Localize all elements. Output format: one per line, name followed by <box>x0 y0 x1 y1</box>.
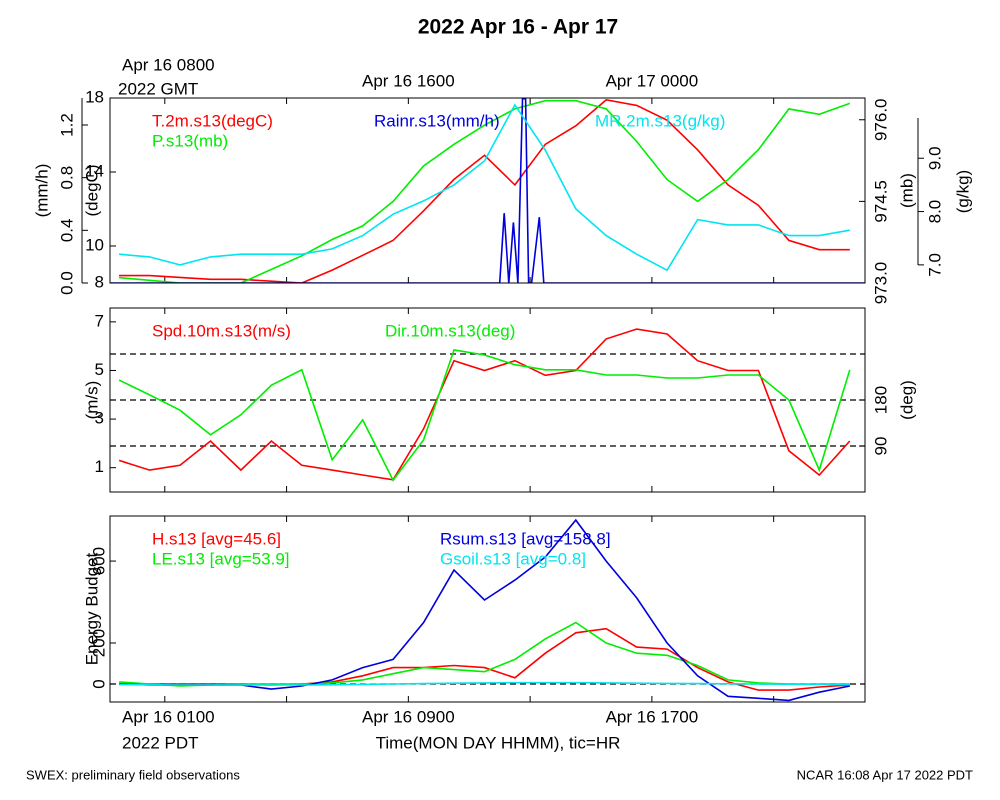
y-tick-label: 14 <box>85 161 104 180</box>
plot-frame <box>109 97 866 284</box>
series-line <box>119 103 850 272</box>
y-tick-label: 200 <box>89 629 108 657</box>
axis-title: (mm/h) <box>32 164 51 218</box>
top-tick-label: Apr 16 0800 <box>122 55 215 74</box>
legend-label: P.s13(mb) <box>152 131 228 150</box>
pdt-note: 2022 PDT <box>122 733 199 752</box>
series-line <box>119 99 850 283</box>
y-tick-label: 9.0 <box>925 146 944 170</box>
y-tick-label: 1 <box>95 457 104 476</box>
legend-label: Rainr.s13(mm/h) <box>374 111 500 130</box>
footer-right: NCAR 16:08 Apr 17 2022 PDT <box>797 767 973 782</box>
chart-title: 2022 Apr 16 - Apr 17 <box>418 16 618 39</box>
series-line <box>119 681 850 686</box>
plot-frame <box>109 307 866 493</box>
y-tick-label: 0.8 <box>57 166 76 190</box>
top-tick-label: Apr 17 0000 <box>606 71 699 90</box>
legend-label: Spd.10m.s13(m/s) <box>152 321 291 340</box>
y-tick-label: 5 <box>95 360 104 379</box>
y-tick-label: 1.2 <box>57 113 76 137</box>
y-tick-label: 7 <box>95 311 104 330</box>
legend-label: H.s13 [avg=45.6] <box>152 529 281 548</box>
y-tick-label: 600 <box>89 547 108 575</box>
y-tick-label: 0.4 <box>57 219 76 243</box>
x-tick-label: Apr 16 0100 <box>122 707 215 726</box>
y-tick-label: 974.5 <box>871 180 890 223</box>
axis-title: (mb) <box>897 173 916 208</box>
series-line <box>118 348 851 482</box>
axis-title: (deg) <box>897 380 916 420</box>
legend-label: MR.2m.s13(g/kg) <box>595 111 725 130</box>
series-line <box>119 621 850 687</box>
legend-label: Gsoil.s13 [avg=0.8] <box>440 549 586 568</box>
plot-frame <box>109 515 866 703</box>
y-tick-label: 8.0 <box>925 200 944 224</box>
axis-title: (g/kg) <box>953 170 972 213</box>
x-axis-title: Time(MON DAY HHMM), tic=HR <box>376 733 621 752</box>
y-tick-label: 0.0 <box>57 271 76 295</box>
y-tick-label: 0 <box>89 679 108 688</box>
y-tick-label: 3 <box>95 409 104 428</box>
y-tick-label: 10 <box>85 235 104 254</box>
legend-label: Rsum.s13 [avg=158.8] <box>440 529 611 548</box>
y-tick-label: 90 <box>871 437 890 456</box>
series-line <box>119 99 851 283</box>
x-tick-label: Apr 16 0900 <box>362 707 455 726</box>
x-tick-label: Apr 16 1700 <box>606 707 699 726</box>
y-tick-label: 8 <box>95 272 104 291</box>
y-tick-label: 976.0 <box>871 98 890 141</box>
legend-label: Dir.10m.s13(deg) <box>385 321 515 340</box>
axis-title: (m/s) <box>82 381 101 420</box>
gmt-note: 2022 GMT <box>118 79 198 98</box>
footer-left: SWEX: preliminary field observations <box>26 767 240 782</box>
series-line <box>110 98 865 283</box>
y-tick-label: 18 <box>85 87 104 106</box>
legend-label: LE.s13 [avg=53.9] <box>152 549 290 568</box>
axis-title: Energy Budget <box>82 552 101 665</box>
y-tick-label: 180 <box>871 386 890 414</box>
y-tick-label: 7.0 <box>925 253 944 277</box>
series-line <box>118 328 851 481</box>
top-tick-label: Apr 16 1600 <box>362 71 455 90</box>
y-tick-label: 973.0 <box>871 262 890 305</box>
legend-label: T.2m.s13(degC) <box>152 111 273 130</box>
